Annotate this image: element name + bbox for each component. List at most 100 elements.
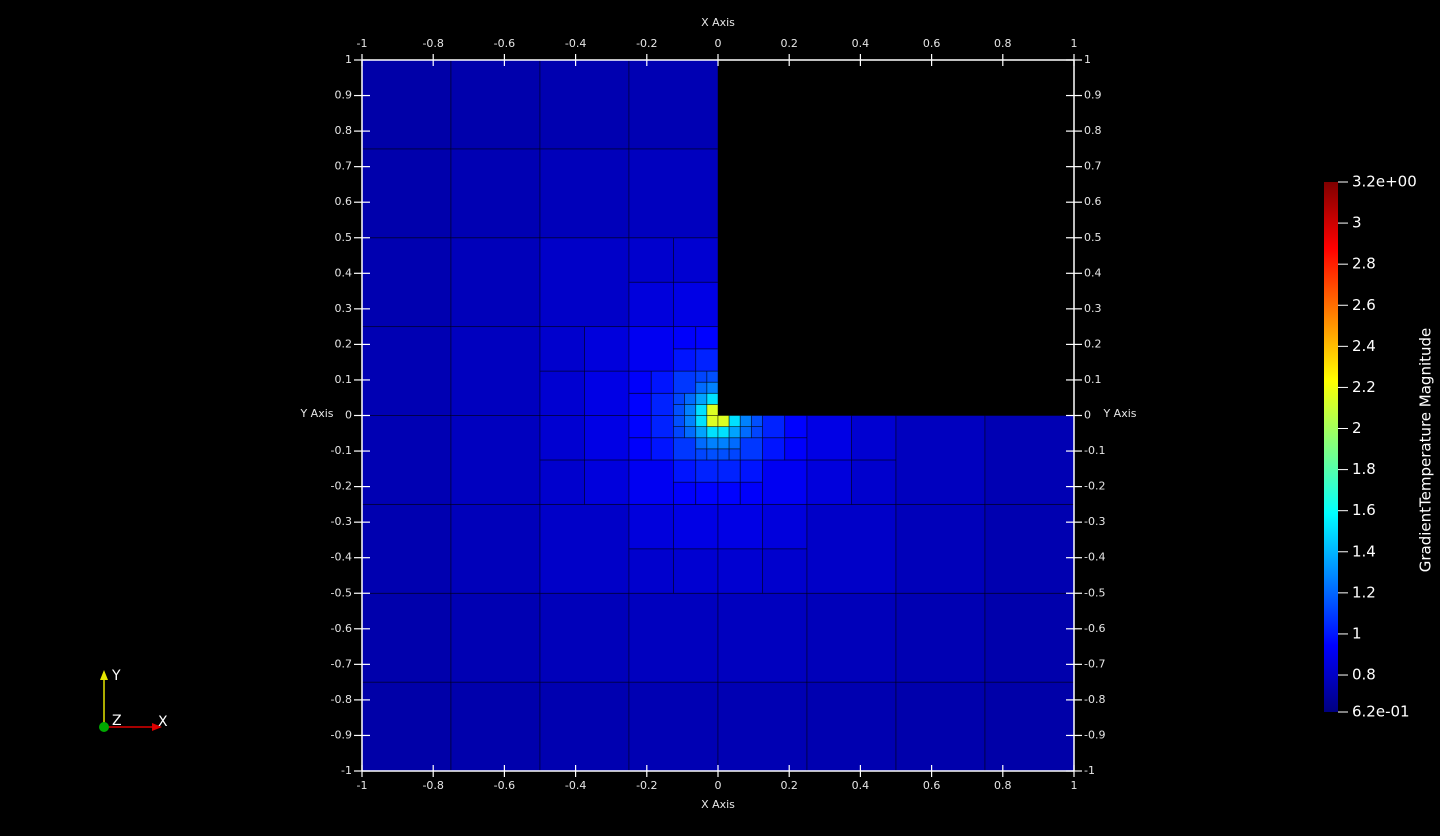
mesh-cell xyxy=(584,415,630,461)
colorbar-tick-label: 0.8 xyxy=(1352,666,1376,684)
mesh-cell xyxy=(984,415,1075,505)
mesh-cell xyxy=(806,503,897,594)
mesh-cell xyxy=(361,59,452,150)
mesh-cell xyxy=(539,415,585,461)
mesh-cell xyxy=(706,426,719,439)
y-tick-label: 0.2 xyxy=(1084,337,1102,350)
colorbar-tick-label: 1.4 xyxy=(1352,542,1376,560)
mesh-cell xyxy=(628,437,652,461)
mesh-cell xyxy=(717,548,763,594)
mesh-cell xyxy=(650,392,674,416)
y-tick-label: -0.2 xyxy=(331,480,352,493)
mesh-cell xyxy=(695,437,708,450)
colorbar-tick-label: 6.2e-01 xyxy=(1352,703,1410,721)
mesh-cell xyxy=(628,392,652,416)
mesh-cell xyxy=(628,415,652,439)
mesh-cell xyxy=(684,426,697,439)
mesh-cell xyxy=(806,415,852,461)
mesh-cell xyxy=(684,403,697,416)
x-tick-label: -1 xyxy=(357,37,368,50)
mesh-cell xyxy=(784,437,808,461)
mesh-cell xyxy=(717,415,730,428)
x-tick-label: 0.8 xyxy=(994,37,1012,50)
y-tick-label: 0.9 xyxy=(1084,89,1102,102)
mesh-cell xyxy=(628,370,652,394)
y-arrow-head xyxy=(100,670,108,680)
mesh-cell xyxy=(673,326,697,350)
mesh-cell xyxy=(706,437,719,450)
y-tick-label: -0.2 xyxy=(1084,480,1105,493)
mesh-cell xyxy=(728,415,741,428)
mesh-cell xyxy=(628,681,719,772)
mesh-cell xyxy=(584,326,630,372)
y-tick-label: -0.5 xyxy=(1084,586,1105,599)
mesh-cell xyxy=(650,437,674,461)
x-tick-label: -0.8 xyxy=(422,37,443,50)
mesh-cell xyxy=(806,592,897,683)
orientation-label: Y xyxy=(111,668,121,684)
mesh-cell xyxy=(628,503,674,550)
mesh-cell xyxy=(628,237,674,283)
mesh-cell xyxy=(628,592,719,683)
colorbar-tick-label: 2 xyxy=(1352,419,1362,437)
mesh-cell xyxy=(706,392,719,405)
mesh-cell xyxy=(717,503,763,550)
mesh-cell xyxy=(717,681,808,772)
y-tick-label: 0.9 xyxy=(335,89,353,102)
mesh-cell xyxy=(695,459,719,483)
x-tick-label: 0.4 xyxy=(852,779,870,792)
y-axis-title: Y Axis xyxy=(299,407,333,420)
mesh-cell xyxy=(450,326,541,416)
y-tick-label: 0.8 xyxy=(335,124,353,137)
y-tick-label: 0.8 xyxy=(1084,124,1102,137)
mesh-cell xyxy=(673,370,697,394)
mesh-cell xyxy=(750,426,763,439)
mesh-cell xyxy=(361,237,452,328)
colorbar-tick-label: 2.6 xyxy=(1352,296,1376,314)
colorbar-title: GradientTemperature Magnitude xyxy=(1417,328,1435,573)
mesh-cell xyxy=(895,592,986,683)
y-tick-label: 0.6 xyxy=(335,195,353,208)
y-tick-label: -0.7 xyxy=(1084,657,1105,670)
y-axis-title: Y Axis xyxy=(1102,407,1136,420)
mesh-cell xyxy=(728,448,741,461)
colorbar-tick-label: 2.8 xyxy=(1352,255,1376,273)
mesh-cell xyxy=(984,503,1075,594)
x-tick-label: 0 xyxy=(715,37,722,50)
mesh-cell xyxy=(695,392,708,405)
mesh-cell xyxy=(450,237,541,328)
mesh-cell xyxy=(762,503,808,550)
x-axis-title: X Axis xyxy=(701,16,735,29)
mesh-cell xyxy=(673,281,719,328)
mesh-cell xyxy=(539,592,630,683)
x-tick-label: 0 xyxy=(715,779,722,792)
x-tick-label: 0.4 xyxy=(852,37,870,50)
y-tick-label: -0.7 xyxy=(331,657,352,670)
x-tick-label: 0.6 xyxy=(923,779,941,792)
x-tick-label: -0.6 xyxy=(494,779,515,792)
y-tick-label: 1 xyxy=(1084,53,1091,66)
y-tick-label: 0.7 xyxy=(335,160,353,173)
mesh-cell xyxy=(673,503,719,550)
mesh-cell xyxy=(539,370,585,416)
colorbar-tick-label: 1 xyxy=(1352,624,1362,642)
z-arrow xyxy=(99,722,109,732)
mesh-cell xyxy=(762,437,786,461)
y-tick-label: -0.4 xyxy=(1084,551,1105,564)
mesh-cell xyxy=(628,548,674,594)
mesh-cell xyxy=(895,503,986,594)
mesh xyxy=(361,59,1075,772)
mesh-cell xyxy=(673,392,686,405)
mesh-cell xyxy=(851,415,897,461)
x-tick-label: -1 xyxy=(357,779,368,792)
mesh-cell xyxy=(673,415,686,428)
mesh-cell xyxy=(628,326,674,372)
x-tick-label: 1 xyxy=(1071,779,1078,792)
mesh-cell xyxy=(806,681,897,772)
mesh-cell xyxy=(895,415,986,505)
x-tick-label: -0.4 xyxy=(565,779,586,792)
y-tick-label: 1 xyxy=(345,53,352,66)
y-tick-label: -1 xyxy=(1084,764,1095,777)
